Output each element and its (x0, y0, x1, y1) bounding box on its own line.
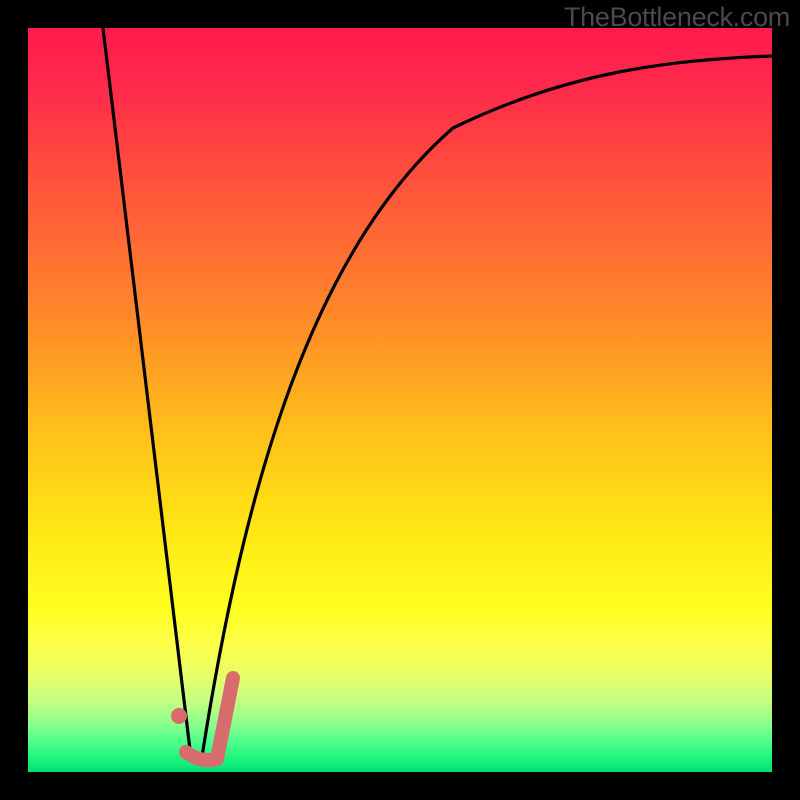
marker-dot (171, 708, 187, 724)
right-curve (201, 56, 772, 763)
plot-area (28, 28, 772, 772)
watermark-text: TheBottleneck.com (564, 2, 790, 33)
figure-root: TheBottleneck.com (0, 0, 800, 800)
left-curve (103, 28, 191, 758)
curve-layer (28, 28, 772, 772)
